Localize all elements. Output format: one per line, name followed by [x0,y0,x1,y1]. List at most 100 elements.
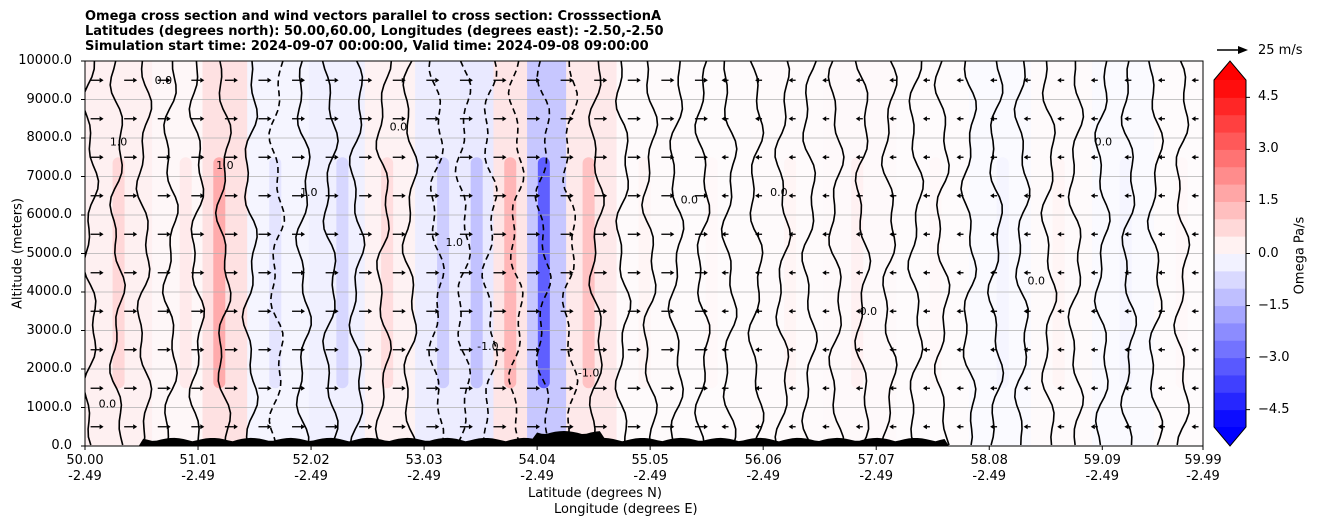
x-tick-lat: 53.03 [405,453,443,468]
contour-line [1067,61,1085,446]
wind-vector-head [1057,308,1062,314]
wind-vector-head [502,154,507,160]
wind-vector-head [267,347,272,353]
wind-vector-head [301,77,306,83]
y-tick-label: 2000.0 [26,361,73,376]
wind-vector-head [1157,116,1162,122]
wind-vector-head [703,308,708,314]
wind-vector-head [536,231,541,237]
wind-vector-head [334,347,339,353]
wind-vector-head [468,308,473,314]
wind-vector-head [569,77,574,83]
wind-vector-head [569,385,574,391]
wind-vector-head [721,308,726,314]
wind-vector-head [889,424,894,430]
wind-vector-head [990,347,995,353]
wind-vector-head [301,347,306,353]
wind-vector-head [889,77,894,83]
wind-vector-head [721,270,726,276]
wind-vector-head [1157,231,1162,237]
contour-line [481,61,499,446]
contour-line [880,61,898,446]
wind-vector-head [1023,154,1028,160]
x-tick-lat: 57.07 [857,453,895,468]
wind-vector-head [956,154,961,160]
wind-vector-head [267,154,272,160]
wind-vector-head [956,77,961,83]
colorbar-tick-label: −1.5 [1258,297,1290,313]
wind-vector-head [1191,385,1196,391]
wind-vector-head [133,308,138,314]
contour-label: 1.0 [300,186,318,199]
wind-vector-head [670,308,675,314]
y-tick-label: 3000.0 [26,322,73,338]
wind-vector-head [990,385,995,391]
wind-vector-head [855,308,860,314]
wind-vector-head [1057,154,1062,160]
contour-line [1173,61,1191,446]
wind-vector-head [166,347,171,353]
colorbar-label: Omega Pa/s [1292,216,1308,295]
wind-vector-head [889,347,894,353]
wind-vector-head [133,77,138,83]
wind-vector-head [721,77,726,83]
wind-vector-head [468,347,473,353]
wind-vector-head [435,347,440,353]
colorbar-frame [1213,60,1247,447]
wind-vector-head [267,424,272,430]
wind-vector-head [435,116,440,122]
title-line-2: Latitudes (degrees north): 50.00,60.00, … [85,24,664,39]
wind-vector-head [603,424,608,430]
wind-vector-head [922,347,927,353]
wind-vector-head [166,154,171,160]
wind-vector-head [468,385,473,391]
contour-label: 0.0 [681,193,699,206]
wind-vector-head [822,231,827,237]
wind-vector-head [166,77,171,83]
wind-vector-head [569,308,574,314]
wind-vector-head [1157,193,1162,199]
wind-vector-head [855,193,860,199]
contour-line [188,61,206,446]
wind-vector-head [822,116,827,122]
wind-vector-head [133,231,138,237]
wind-vector-head [133,154,138,160]
wind-vector-head [1157,424,1162,430]
wind-vector-head [1090,424,1095,430]
wind-vector-head [435,231,440,237]
wind-vector-head [99,154,104,160]
contour-line [1120,61,1138,446]
contour-line [986,61,1005,446]
wind-vector-head [670,116,675,122]
wind-vector-head [301,231,306,237]
x-tick-lat: 51.01 [179,453,217,468]
title-line-3: Simulation start time: 2024-09-07 00:00:… [85,39,649,54]
wind-vector-head [1090,116,1095,122]
wind-vector-head [990,116,995,122]
wind-vector-head [1023,385,1028,391]
wind-vector-head [301,308,306,314]
wind-vector-head [468,270,473,276]
wind-vector-head [788,347,793,353]
colorbar-segment [1214,218,1246,237]
wind-vector-head [889,385,894,391]
wind-vector-head [233,116,238,122]
wind-vector-head [1090,77,1095,83]
wind-vector-head [368,385,373,391]
wind-vector-head [536,270,541,276]
wind-vector-head [990,424,995,430]
wind-vector-head [721,193,726,199]
x-tick-lon: -2.49 [972,469,1007,484]
colorbar-tick-label: 4.5 [1258,89,1279,105]
y-tick-label: 9000.0 [26,91,73,107]
wind-vector-head [468,154,473,160]
wind-vector-head [133,424,138,430]
wind-vector-head [889,116,894,122]
wind-vector-head [855,154,860,160]
wind-vector-head [502,270,507,276]
wind-vector-head [603,231,608,237]
x-tick-label: 54.04 -2.49 [497,453,577,485]
x-axis-label-lon: Longitude (degrees E) [554,502,698,517]
wind-vector-head [670,193,675,199]
wind-vector-head [889,154,894,160]
